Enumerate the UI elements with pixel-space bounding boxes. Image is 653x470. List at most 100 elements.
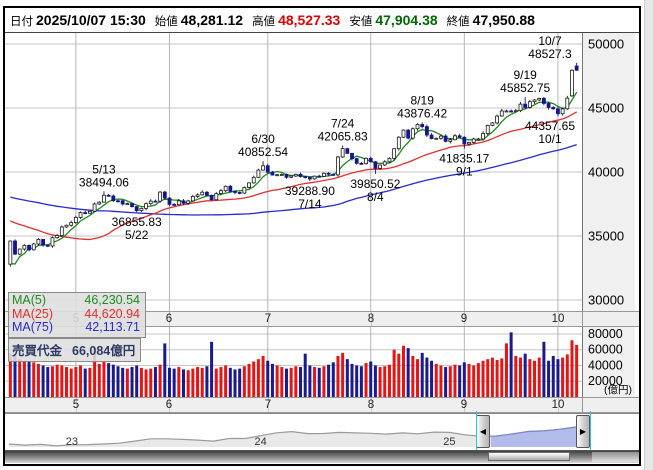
volume-bar (139, 367, 143, 397)
volume-bar (401, 345, 405, 397)
ma5-value: 46,230.54 (84, 293, 140, 307)
volume-bar (252, 361, 256, 397)
volume-bar (561, 357, 565, 397)
volume-bar (200, 367, 204, 397)
volume-bar (135, 365, 139, 397)
volume-bar (196, 367, 200, 397)
page-scrollbar[interactable] (644, 0, 653, 470)
trading-value-legend: 売買代金 66,084億円 (8, 338, 142, 362)
volume-bar (69, 368, 73, 397)
month-gridtick (76, 398, 77, 412)
volume-bar (280, 367, 284, 397)
svg-text:7/14: 7/14 (298, 197, 322, 211)
range-navigator: 23 24 25 ◀ ▶ (5, 411, 639, 450)
volume-bar (331, 362, 335, 397)
volume-bar (364, 363, 368, 397)
svg-text:40000: 40000 (588, 165, 624, 180)
volume-bar (242, 366, 246, 397)
selection-guide-right (590, 411, 591, 450)
selection-guide-left (476, 411, 477, 450)
month-label: 5 (72, 399, 80, 411)
volume-bar (167, 367, 171, 397)
ma25-value: 44,620.94 (84, 306, 140, 321)
volume-bar (158, 364, 162, 397)
volume-bar (481, 360, 485, 397)
month-gridtick (268, 312, 269, 326)
main-chart-area: 50000 45000 40000 35000 30000 5/13 38494.06 368… (5, 33, 639, 311)
volume-bar (518, 357, 522, 397)
svg-text:44357.65: 44357.65 (525, 119, 575, 133)
svg-text:45852.75: 45852.75 (500, 81, 550, 95)
svg-text:8/4: 8/4 (367, 190, 384, 204)
volume-bar (65, 367, 69, 397)
svg-text:8/19: 8/19 (411, 93, 435, 107)
volume-bar (397, 353, 401, 397)
volume-bar (149, 368, 153, 397)
volume-bar (261, 356, 265, 397)
volume-bar (284, 368, 288, 397)
volume-bar (533, 360, 537, 397)
volume-bar (8, 353, 12, 397)
volume-bar (210, 341, 214, 397)
svg-text:39288.90: 39288.90 (285, 184, 335, 198)
volume-bar (317, 367, 321, 397)
volume-bar (462, 362, 466, 397)
svg-text:20000: 20000 (588, 374, 623, 388)
svg-text:6/30: 6/30 (251, 132, 275, 146)
volume-bar (294, 366, 298, 397)
volume-bar (299, 367, 303, 397)
volume-bar (500, 358, 504, 397)
month-gridtick (464, 312, 465, 326)
volume-bar (565, 354, 569, 397)
volume-bar (303, 353, 307, 397)
close-label: 終値 (446, 16, 470, 28)
horizontal-scrollbar[interactable] (5, 450, 639, 463)
volume-bar (486, 359, 490, 397)
volume-bar (350, 363, 354, 397)
volume-bar (551, 356, 555, 397)
month-gridtick (169, 312, 170, 326)
volume-bar (430, 360, 434, 397)
svg-text:48527.3: 48527.3 (528, 47, 572, 61)
navigator-right-handle[interactable]: ▶ (576, 415, 590, 448)
volume-bar (102, 361, 106, 397)
volume-xaxis-strip: 5 6 7 8 9 10 (5, 397, 639, 413)
volume-bar (345, 359, 349, 397)
volume-bar (444, 367, 448, 397)
navigator-left-handle[interactable]: ◀ (476, 415, 490, 448)
volume-bar (125, 368, 129, 397)
volume-bar (490, 357, 494, 397)
volume-bar (191, 368, 195, 397)
volume-bar (495, 359, 499, 397)
month-label: 8 (367, 313, 375, 325)
svg-text:80000: 80000 (588, 327, 623, 341)
month-label: 6 (165, 313, 173, 325)
volume-bar (523, 353, 527, 397)
svg-text:30000: 30000 (588, 293, 624, 308)
volume-bar (369, 361, 373, 397)
volume-bar (575, 344, 579, 397)
svg-text:24: 24 (255, 436, 267, 448)
volume-bar (383, 366, 387, 397)
volume-bar (233, 369, 237, 397)
trading-value-label: 売買代金 (12, 344, 63, 358)
volume-bar (270, 363, 274, 397)
volume-bar (256, 359, 260, 397)
navigator-selection (491, 426, 576, 447)
scrollbar-thumb[interactable] (488, 452, 570, 461)
ma5-label: MA(5) (12, 293, 47, 307)
svg-text:36855.83: 36855.83 (112, 215, 162, 229)
volume-chart-area: 80000 60000 40000 20000 (億円) (5, 327, 639, 397)
navigator-minichart-canvas[interactable]: 23 24 25 (5, 414, 635, 449)
volume-bar (556, 359, 560, 397)
low-label: 安値 (349, 16, 373, 28)
right-arrow-icon: ▶ (579, 427, 587, 436)
month-label: 10 (551, 313, 565, 325)
volume-bar (55, 364, 59, 397)
svg-text:40852.54: 40852.54 (238, 145, 288, 159)
svg-text:5/13: 5/13 (92, 162, 116, 176)
low-value: 47,904.38 (375, 12, 438, 28)
